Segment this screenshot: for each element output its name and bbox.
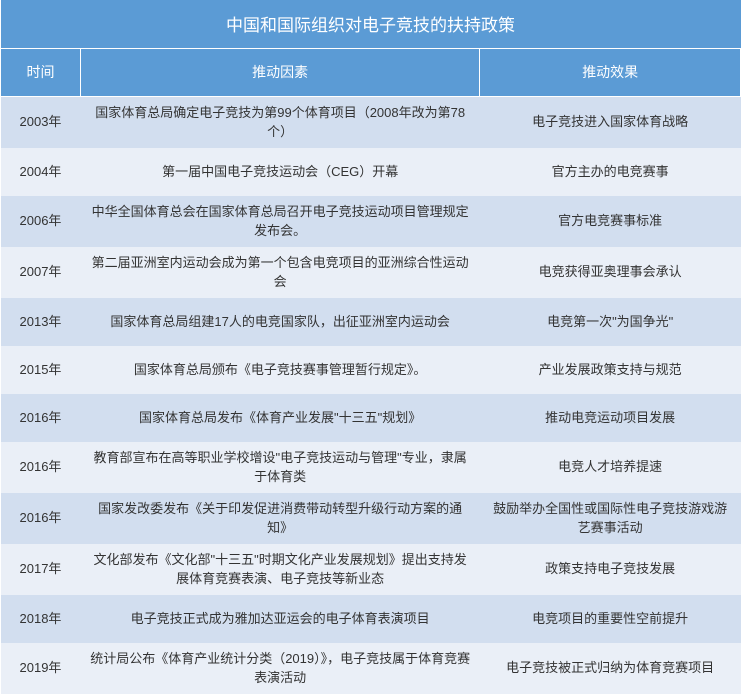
header-factor: 推动因素 <box>80 48 479 96</box>
cell-effect: 电子竞技进入国家体育战略 <box>480 96 741 148</box>
table-header-row: 时间 推动因素 推动效果 <box>1 48 741 96</box>
table-row: 2016年 教育部宣布在高等职业学校增设"电子竞技运动与管理"专业，隶属于体育类… <box>1 442 741 493</box>
cell-effect: 电竞人才培养提速 <box>480 442 741 493</box>
cell-time: 2004年 <box>1 148 81 196</box>
table-row: 2004年 第一届中国电子竞技运动会（CEG）开幕 官方主办的电竞赛事 <box>1 148 741 196</box>
table-title: 中国和国际组织对电子竞技的扶持政策 <box>1 0 741 48</box>
table-row: 2017年 文化部发布《文化部"十三五"时期文化产业发展规划》提出支持发展体育竞… <box>1 544 741 595</box>
cell-effect: 产业发展政策支持与规范 <box>480 346 741 394</box>
cell-effect: 推动电竞运动项目发展 <box>480 394 741 442</box>
cell-factor: 教育部宣布在高等职业学校增设"电子竞技运动与管理"专业，隶属于体育类 <box>80 442 479 493</box>
cell-time: 2018年 <box>1 595 81 643</box>
cell-effect: 电竞获得亚奥理事会承认 <box>480 247 741 298</box>
cell-time: 2003年 <box>1 96 81 148</box>
cell-factor: 第一届中国电子竞技运动会（CEG）开幕 <box>80 148 479 196</box>
policy-table: 中国和国际组织对电子竞技的扶持政策 时间 推动因素 推动效果 2003年 国家体… <box>0 0 741 694</box>
cell-factor: 国家体育总局发布《体育产业发展"十三五"规划》 <box>80 394 479 442</box>
cell-effect: 官方主办的电竞赛事 <box>480 148 741 196</box>
table-row: 2013年 国家体育总局组建17人的电竞国家队，出征亚洲室内运动会 电竞第一次"… <box>1 298 741 346</box>
cell-factor: 文化部发布《文化部"十三五"时期文化产业发展规划》提出支持发展体育竞赛表演、电子… <box>80 544 479 595</box>
cell-time: 2016年 <box>1 442 81 493</box>
table-row: 2015年 国家体育总局颁布《电子竞技赛事管理暂行规定》。 产业发展政策支持与规… <box>1 346 741 394</box>
table-row: 2018年 电子竞技正式成为雅加达亚运会的电子体育表演项目 电竞项目的重要性空前… <box>1 595 741 643</box>
cell-effect: 鼓励举办全国性或国际性电子竞技游戏游艺赛事活动 <box>480 493 741 544</box>
cell-time: 2007年 <box>1 247 81 298</box>
cell-time: 2015年 <box>1 346 81 394</box>
cell-time: 2013年 <box>1 298 81 346</box>
cell-factor: 国家体育总局颁布《电子竞技赛事管理暂行规定》。 <box>80 346 479 394</box>
table-row: 2003年 国家体育总局确定电子竞技为第99个体育项目（2008年改为第78个）… <box>1 96 741 148</box>
table-row: 2006年 中华全国体育总会在国家体育总局召开电子竞技运动项目管理规定发布会。 … <box>1 196 741 247</box>
table-row: 2016年 国家发改委发布《关于印发促进消费带动转型升级行动方案的通知》 鼓励举… <box>1 493 741 544</box>
cell-effect: 电子竞技被正式归纳为体育竞赛项目 <box>480 643 741 694</box>
cell-time: 2016年 <box>1 493 81 544</box>
cell-effect: 电竞第一次"为国争光" <box>480 298 741 346</box>
header-time: 时间 <box>1 48 81 96</box>
table-row: 2007年 第二届亚洲室内运动会成为第一个包含电竞项目的亚洲综合性运动会 电竞获… <box>1 247 741 298</box>
cell-factor: 国家发改委发布《关于印发促进消费带动转型升级行动方案的通知》 <box>80 493 479 544</box>
header-effect: 推动效果 <box>480 48 741 96</box>
cell-time: 2016年 <box>1 394 81 442</box>
cell-time: 2019年 <box>1 643 81 694</box>
table-row: 2019年 统计局公布《体育产业统计分类（2019）》，电子竞技属于体育竞赛表演… <box>1 643 741 694</box>
cell-effect: 政策支持电子竞技发展 <box>480 544 741 595</box>
cell-factor: 国家体育总局确定电子竞技为第99个体育项目（2008年改为第78个） <box>80 96 479 148</box>
cell-factor: 统计局公布《体育产业统计分类（2019）》，电子竞技属于体育竞赛表演活动 <box>80 643 479 694</box>
table-row: 2016年 国家体育总局发布《体育产业发展"十三五"规划》 推动电竞运动项目发展 <box>1 394 741 442</box>
cell-factor: 中华全国体育总会在国家体育总局召开电子竞技运动项目管理规定发布会。 <box>80 196 479 247</box>
cell-time: 2017年 <box>1 544 81 595</box>
table-title-row: 中国和国际组织对电子竞技的扶持政策 <box>1 0 741 48</box>
cell-effect: 电竞项目的重要性空前提升 <box>480 595 741 643</box>
cell-factor: 电子竞技正式成为雅加达亚运会的电子体育表演项目 <box>80 595 479 643</box>
cell-effect: 官方电竞赛事标准 <box>480 196 741 247</box>
cell-factor: 第二届亚洲室内运动会成为第一个包含电竞项目的亚洲综合性运动会 <box>80 247 479 298</box>
cell-factor: 国家体育总局组建17人的电竞国家队，出征亚洲室内运动会 <box>80 298 479 346</box>
cell-time: 2006年 <box>1 196 81 247</box>
